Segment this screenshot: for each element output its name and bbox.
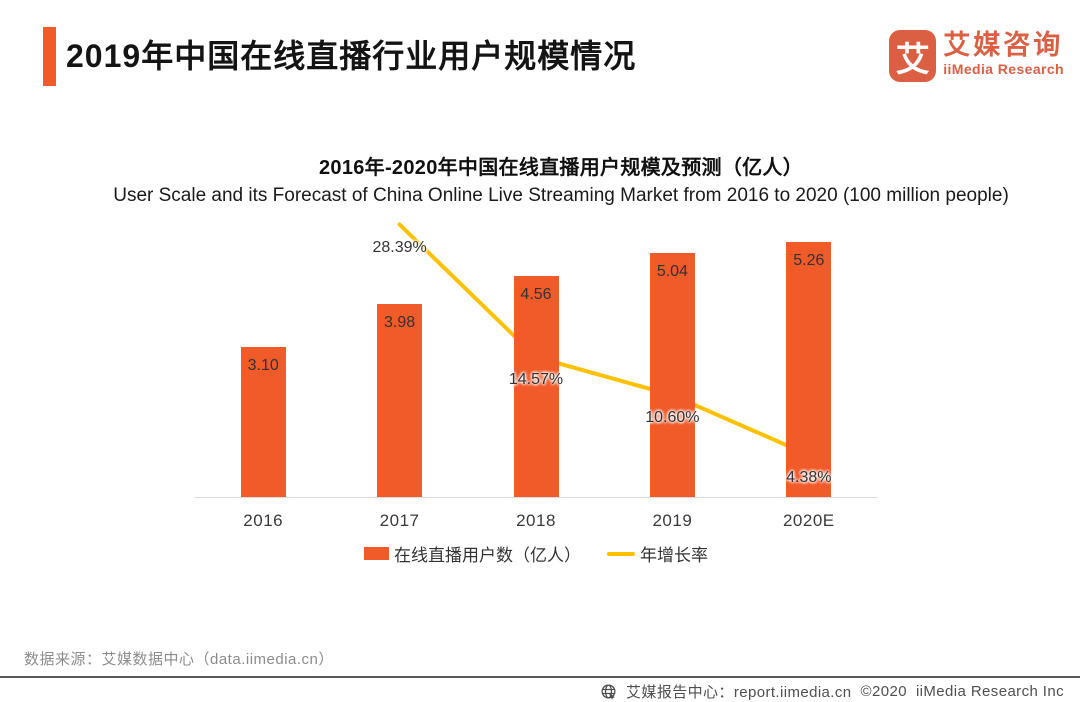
growth-rate-label-2020E: 4.38% [786, 469, 832, 486]
x-axis-label-2018: 2018 [516, 511, 556, 530]
bar-value-label-2016: 3.10 [247, 356, 279, 374]
bar-2016 [240, 346, 286, 497]
bar-series-swatch [364, 547, 389, 560]
brand-name-en: iiMedia Research [943, 61, 1064, 77]
line-series-swatch [607, 551, 635, 556]
growth-rate-label-2019: 10.60% [645, 409, 700, 427]
chart-plot-area: 3.10 2016 3.98 2017 4.56 2018 5.04 2019 5.26 2020… [195, 210, 877, 530]
bar-value-label-2017: 3.98 [384, 314, 416, 332]
legend-item-users: 在线直播用户数（亿人） [364, 541, 581, 566]
bar-2020E [786, 242, 832, 497]
legend-label-users: 在线直播用户数（亿人） [394, 546, 581, 565]
title-accent-bar [43, 27, 56, 86]
bar-value-label-2019: 5.04 [656, 262, 688, 280]
chart-legend: 在线直播用户数（亿人） 年增长率 [195, 541, 877, 566]
footer: 艾媒报告中心：report.iimedia.cn ©2020 iiMedia R… [600, 681, 1064, 702]
chart-header: 2016年-2020年中国在线直播用户规模及预测（亿人） User Scale … [42, 151, 1080, 207]
chart-subtitle: User Scale and its Forecast of China Onl… [113, 185, 1009, 206]
data-source: 数据来源：艾媒数据中心（data.iimedia.cn） [24, 651, 334, 668]
legend-label-growth-rate: 年增长率 [640, 546, 708, 565]
bar-value-label-2020E: 5.26 [793, 252, 825, 269]
logo-glyph: 艾 [895, 40, 930, 79]
footer-report-center: 艾媒报告中心：report.iimedia.cn [626, 684, 852, 701]
brand-logo: 艾 艾媒咨询 iiMedia Research [889, 30, 1064, 82]
growth-rate-label-2018: 14.57% [508, 371, 564, 389]
bar-value-label-2018: 4.56 [520, 285, 552, 303]
globe-cursor-icon [600, 683, 617, 700]
footer-divider [0, 676, 1080, 678]
growth-rate-label-2017: 28.39% [372, 238, 427, 256]
iimedia-logo-icon: 艾 [889, 30, 937, 82]
x-axis-label-2020E: 2020E [782, 511, 835, 530]
growth-rate-line [397, 222, 811, 457]
legend-item-growth-rate: 年增长率 [607, 541, 708, 566]
growth-rate-line-layer [397, 222, 811, 457]
brand-name-cn: 艾媒咨询 [943, 30, 1064, 60]
x-axis-label-2016: 2016 [243, 511, 284, 530]
bar-2019 [649, 252, 695, 497]
bar-2017 [377, 304, 423, 497]
brand-text: 艾媒咨询 iiMedia Research [943, 30, 1064, 78]
x-axis-label-2017: 2017 [379, 511, 420, 530]
chart-title: 2016年-2020年中国在线直播用户规模及预测（亿人） [318, 157, 804, 179]
bar-2018 [513, 275, 559, 497]
footer-company: iiMedia Research Inc [915, 683, 1064, 700]
page-title: 2019年中国在线直播行业用户规模情况 [66, 38, 637, 74]
footer-copyright: ©2020 [860, 683, 907, 700]
x-axis-label-2019: 2019 [652, 511, 693, 530]
